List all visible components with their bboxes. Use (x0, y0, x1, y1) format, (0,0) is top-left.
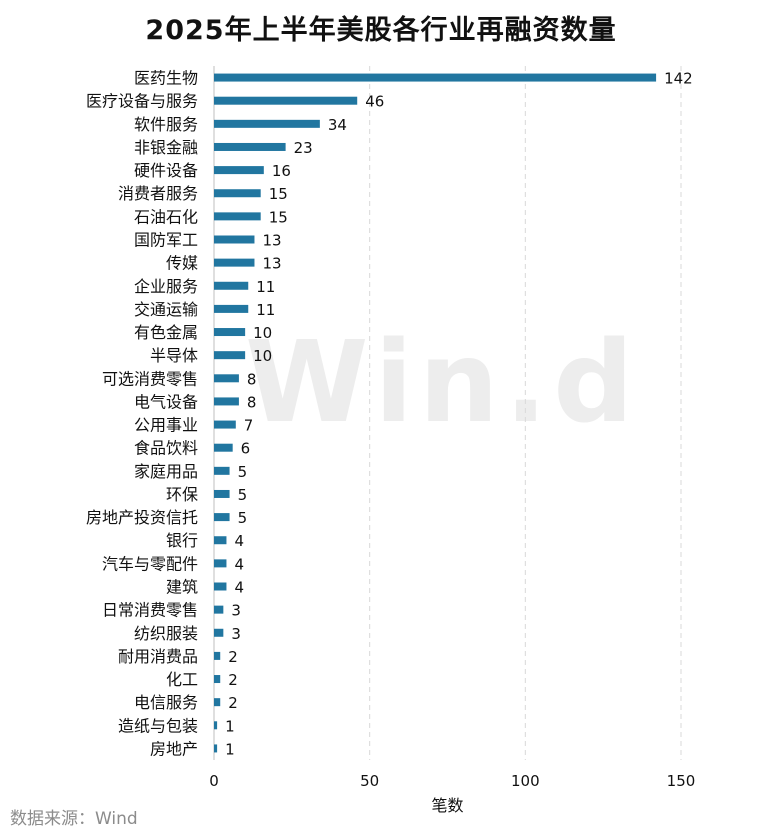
value-label: 11 (256, 278, 275, 296)
bar (214, 166, 264, 175)
category-label: 食品饮料 (134, 439, 198, 458)
category-label: 造纸与包装 (118, 716, 198, 735)
value-label: 13 (262, 232, 281, 250)
x-tick-label: 150 (667, 772, 696, 790)
value-label: 10 (253, 347, 272, 365)
category-label: 可选消费零售 (102, 369, 198, 388)
category-label: 医药生物 (134, 69, 198, 88)
category-label: 家庭用品 (134, 462, 198, 481)
bar (214, 281, 249, 290)
value-label: 2 (228, 648, 238, 666)
category-label: 医疗设备与服务 (86, 92, 198, 111)
value-label: 10 (253, 324, 272, 342)
x-axis-title: 笔数 (431, 796, 463, 815)
value-label: 5 (238, 463, 248, 481)
category-label: 硬件设备 (134, 161, 198, 180)
value-label: 5 (238, 486, 248, 504)
value-label: 2 (228, 694, 238, 712)
category-label: 环保 (166, 485, 198, 504)
bar (214, 651, 221, 660)
value-label: 3 (231, 625, 241, 643)
value-label: 46 (365, 93, 384, 111)
bar (214, 304, 249, 313)
bar (214, 212, 261, 221)
bar (214, 189, 261, 198)
value-label: 142 (664, 70, 693, 88)
category-label: 非银金融 (134, 138, 198, 157)
category-label: 房地产投资信托 (86, 508, 198, 527)
category-label: 公用事业 (134, 416, 198, 435)
category-label: 电信服务 (134, 693, 198, 712)
value-label: 11 (256, 301, 275, 319)
x-tick-label: 0 (209, 772, 219, 790)
value-label: 4 (234, 579, 244, 597)
bar (214, 96, 358, 105)
source-note: 数据来源：Wind (10, 809, 138, 829)
category-label: 银行 (166, 531, 198, 550)
value-label: 8 (247, 393, 257, 411)
category-label: 有色金属 (134, 323, 198, 342)
value-label: 1 (225, 740, 235, 758)
category-label: 耐用消费品 (118, 647, 198, 666)
category-label: 石油石化 (134, 207, 198, 226)
value-label: 15 (269, 208, 288, 226)
value-label: 13 (262, 255, 281, 273)
bar (214, 605, 224, 614)
value-label: 1 (225, 717, 235, 735)
bar (214, 420, 236, 429)
category-label: 建筑 (166, 578, 198, 597)
bar (214, 675, 221, 684)
category-label: 传媒 (166, 254, 198, 273)
category-label: 国防军工 (134, 231, 198, 250)
bar (214, 328, 246, 337)
value-label: 7 (244, 417, 254, 435)
value-label: 2 (228, 671, 238, 689)
bar (214, 744, 218, 753)
category-label: 化工 (166, 670, 198, 689)
bar (214, 397, 239, 406)
x-tick-label: 100 (511, 772, 540, 790)
bar (214, 513, 230, 522)
category-label: 房地产 (150, 739, 198, 758)
value-label: 8 (247, 370, 257, 388)
value-label: 4 (234, 555, 244, 573)
watermark: Win.d (245, 318, 640, 448)
category-label: 半导体 (150, 346, 198, 365)
value-label: 34 (328, 116, 347, 134)
bar (214, 351, 246, 360)
x-tick-label: 50 (360, 772, 379, 790)
bar (214, 258, 255, 267)
category-label: 纺织服装 (134, 624, 198, 643)
bar (214, 698, 221, 707)
value-label: 4 (234, 532, 244, 550)
bar (214, 235, 255, 244)
chart-title: 2025年上半年美股各行业再融资数量 (145, 15, 617, 46)
value-label: 5 (238, 509, 248, 527)
value-label: 23 (294, 139, 313, 157)
bar (214, 721, 218, 730)
bar (214, 73, 657, 82)
bar (214, 582, 227, 591)
category-label: 消费者服务 (118, 184, 198, 203)
value-label: 6 (241, 440, 251, 458)
category-label: 汽车与零配件 (102, 554, 198, 573)
value-label: 16 (272, 162, 291, 180)
bar (214, 374, 239, 383)
value-label: 15 (269, 185, 288, 203)
value-label: 3 (231, 602, 241, 620)
bar (214, 119, 320, 128)
category-label: 交通运输 (134, 300, 198, 319)
bar (214, 142, 286, 151)
category-label: 电气设备 (134, 392, 198, 411)
bar (214, 443, 233, 452)
bar (214, 536, 227, 545)
bar (214, 559, 227, 568)
category-label: 企业服务 (134, 277, 198, 296)
bar (214, 628, 224, 637)
bar (214, 489, 230, 498)
bar (214, 466, 230, 475)
category-label: 软件服务 (134, 115, 198, 134)
category-label: 日常消费零售 (102, 601, 198, 620)
